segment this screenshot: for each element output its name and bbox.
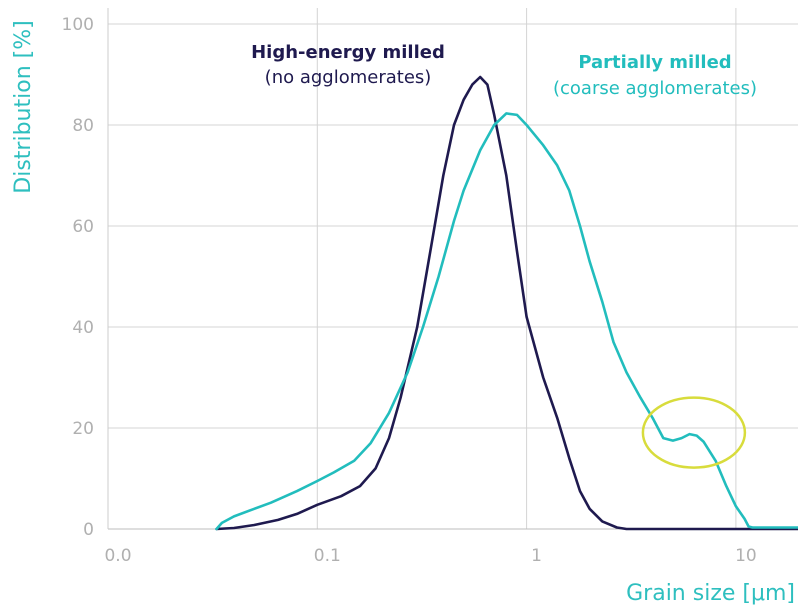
x-tick-label: 10 (735, 546, 757, 566)
y-tick-label: 20 (72, 419, 94, 439)
series-line-high-energy (215, 75, 798, 531)
series-lines (215, 75, 798, 531)
x-tick-labels: 0.0 0.1 1 10 (104, 546, 756, 566)
highlight-ellipse (641, 396, 747, 469)
series-line-partial (215, 112, 798, 531)
annotation-high-energy-title: High-energy milled (251, 42, 445, 63)
annotation-partial-title: Partially milled (578, 52, 731, 73)
y-tick-label: 40 (72, 318, 94, 338)
x-axis-title: Grain size [μm] (626, 581, 795, 606)
y-tick-label: 0 (83, 520, 94, 540)
y-tick-labels: 0 20 40 60 80 100 (62, 15, 94, 540)
x-tick-label: 0.0 (104, 546, 131, 566)
grid-lines (108, 8, 798, 530)
x-tick-label: 1 (531, 546, 542, 566)
y-tick-label: 80 (72, 116, 94, 136)
annotation-partial: Partially milled (coarse agglomerates) (553, 52, 757, 99)
annotation-partial-subtitle: (coarse agglomerates) (553, 78, 757, 99)
highlight-layer (641, 396, 747, 469)
y-tick-label: 60 (72, 217, 94, 237)
y-tick-label: 100 (62, 15, 94, 35)
annotation-high-energy-subtitle: (no agglomerates) (265, 67, 432, 88)
annotation-high-energy: High-energy milled (no agglomerates) (251, 42, 445, 88)
y-axis-title: Distribution [%] (11, 20, 36, 193)
x-tick-label: 0.1 (314, 546, 341, 566)
